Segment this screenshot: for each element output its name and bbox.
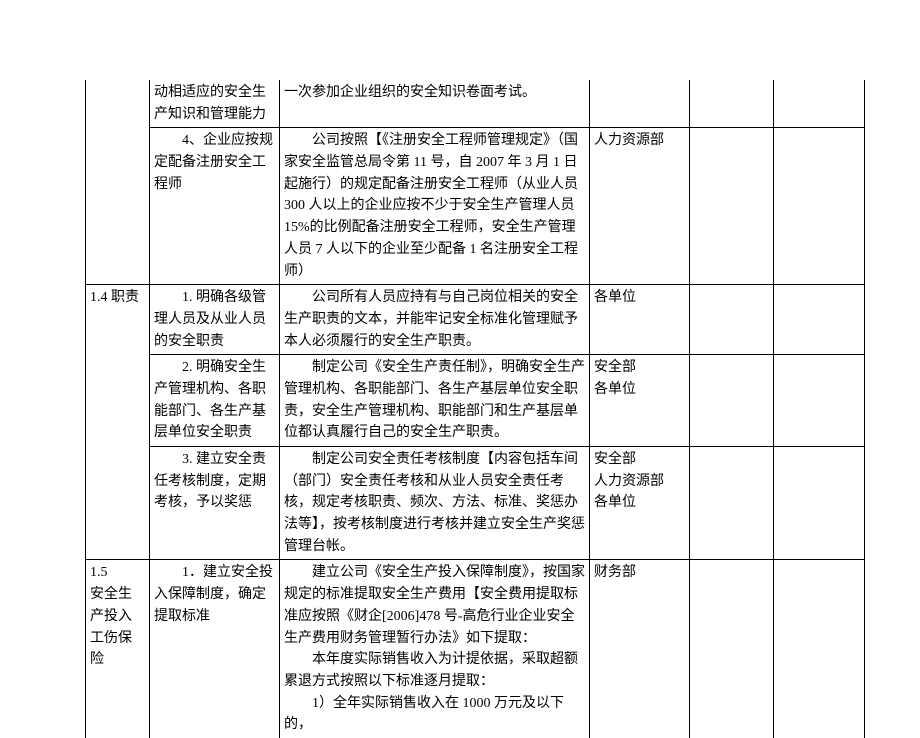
cell-section: 1.4 职责 — [86, 285, 150, 355]
cell-5 — [690, 285, 774, 355]
cell-5 — [690, 80, 774, 128]
cell-5 — [690, 355, 774, 447]
cell-description: 制定公司《安全生产责任制》，明确安全生产管理机构、各职能部门、各生产基层单位安全… — [280, 355, 590, 447]
cell-requirement: 1. 明确各级管理人员及从业人员的安全职责 — [150, 285, 280, 355]
cell-6 — [774, 80, 865, 128]
cell-6 — [774, 447, 865, 560]
cell-6 — [774, 128, 865, 285]
cell-dept: 各单位 — [590, 285, 690, 355]
cell-dept: 安全部 人力资源部 各单位 — [590, 447, 690, 560]
cell-5 — [690, 128, 774, 285]
cell-requirement: 1．建立安全投入保障制度，确定提取标准 — [150, 560, 280, 738]
cell-requirement: 2. 明确安全生产管理机构、各职能部门、各生产基层单位安全职责 — [150, 355, 280, 447]
cell-description: 制定公司安全责任考核制度【内容包括车间（部门）安全责任考核和从业人员安全责任考核… — [280, 447, 590, 560]
cell-dept: 人力资源部 — [590, 128, 690, 285]
cell-6 — [774, 285, 865, 355]
table-row: 1.4 职责 1. 明确各级管理人员及从业人员的安全职责 公司所有人员应持有与自… — [86, 285, 865, 355]
standards-table: 动相适应的安全生产知识和管理能力 一次参加企业组织的安全知识卷面考试。 4、企业… — [85, 80, 865, 738]
cell-section — [86, 80, 150, 128]
cell-requirement: 4、企业应按规定配备注册安全工程师 — [150, 128, 280, 285]
cell-dept: 安全部 各单位 — [590, 355, 690, 447]
cell-5 — [690, 447, 774, 560]
cell-description: 公司按照【《注册安全工程师管理规定》（国家安全监管总局令第 11 号，自 200… — [280, 128, 590, 285]
cell-dept — [590, 80, 690, 128]
cell-6 — [774, 355, 865, 447]
cell-requirement: 3. 建立安全责任考核制度，定期考核，予以奖惩 — [150, 447, 280, 560]
table-row: 2. 明确安全生产管理机构、各职能部门、各生产基层单位安全职责 制定公司《安全生… — [86, 355, 865, 447]
cell-section — [86, 128, 150, 285]
cell-section: 1.5 安全生产投入工伤保险 — [86, 560, 150, 738]
cell-description: 建立公司《安全生产投入保障制度》，按国家规定的标准提取安全生产费用【安全费用提取… — [280, 560, 590, 738]
table-row: 4、企业应按规定配备注册安全工程师 公司按照【《注册安全工程师管理规定》（国家安… — [86, 128, 865, 285]
table-row: 动相适应的安全生产知识和管理能力 一次参加企业组织的安全知识卷面考试。 — [86, 80, 865, 128]
cell-description: 公司所有人员应持有与自己岗位相关的安全生产职责的文本，并能牢记安全标准化管理赋予… — [280, 285, 590, 355]
cell-section — [86, 447, 150, 560]
cell-5 — [690, 560, 774, 738]
cell-description: 一次参加企业组织的安全知识卷面考试。 — [280, 80, 590, 128]
table-row: 3. 建立安全责任考核制度，定期考核，予以奖惩 制定公司安全责任考核制度【内容包… — [86, 447, 865, 560]
cell-requirement: 动相适应的安全生产知识和管理能力 — [150, 80, 280, 128]
cell-6 — [774, 560, 865, 738]
cell-dept: 财务部 — [590, 560, 690, 738]
cell-section — [86, 355, 150, 447]
table-row: 1.5 安全生产投入工伤保险 1．建立安全投入保障制度，确定提取标准 建立公司《… — [86, 560, 865, 738]
